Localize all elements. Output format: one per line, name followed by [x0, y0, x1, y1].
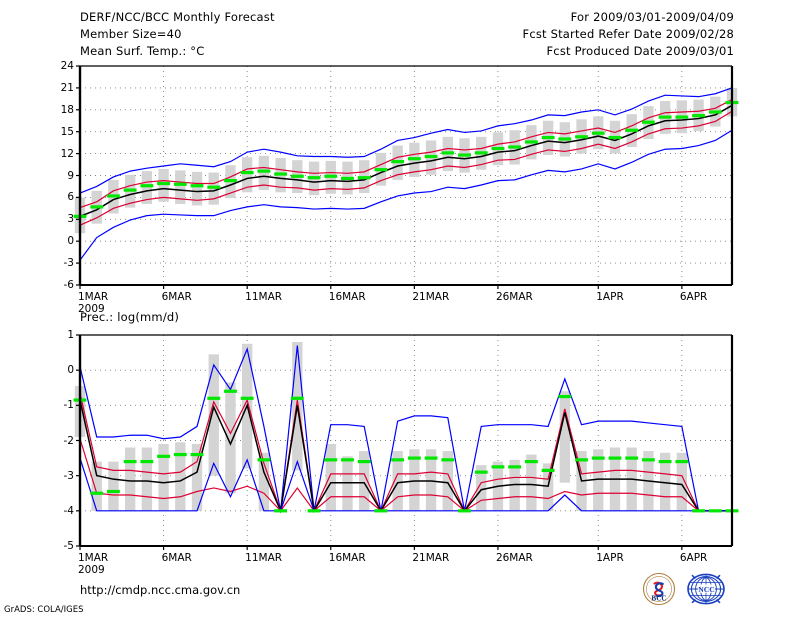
- y-tick-label: 21: [60, 81, 74, 94]
- forecast-produced-date-label: Fcst Produced Date 2009/03/01: [546, 44, 734, 58]
- series-lower-outer-bound: [79, 129, 733, 261]
- spread-bar: [258, 155, 270, 191]
- series-lower-inner-bound: [79, 110, 733, 226]
- spread-bar: [141, 171, 153, 204]
- spread-bar: [509, 459, 520, 511]
- x-tick-label: 26MAR: [495, 291, 533, 303]
- x-tick-label: 1APR: [596, 291, 624, 303]
- series-observed-median: [73, 100, 739, 218]
- y-tick-label: 24: [60, 60, 74, 72]
- spread-bar: [175, 442, 186, 511]
- x-tick-label: 11MAR: [245, 291, 283, 303]
- series-lower-outer-bound: [79, 457, 732, 512]
- y-tick-label: 18: [60, 103, 74, 116]
- spread-bar: [542, 463, 554, 511]
- y-tick-label: -1: [63, 399, 74, 412]
- spread-bar: [676, 452, 688, 511]
- ncc-logo: NCC: [687, 573, 725, 605]
- chart-title: DERF/NCC/BCC Monthly Forecast: [80, 10, 275, 24]
- grads-credit: GrADS: COLA/IGES: [4, 605, 84, 615]
- y-tick-label: 9: [67, 169, 74, 182]
- series-upper-outer-bound: [79, 345, 732, 512]
- spread-bar: [191, 171, 203, 206]
- spread-bar: [108, 461, 119, 511]
- bcc-logo: BCC: [642, 572, 676, 606]
- x-tick-label: 21MAR: [412, 552, 450, 564]
- forecast-start-date-label: Fcst Started Refer Date 2009/02/28: [522, 27, 734, 41]
- spread-bar: [141, 447, 153, 511]
- y-tick-label: 3: [67, 213, 74, 226]
- x-tick-label: 6APR: [679, 552, 708, 564]
- x-tick-label: 6APR: [679, 291, 708, 303]
- spread-bar: [342, 456, 353, 511]
- mean-surface-temperature-panel: [73, 65, 739, 289]
- y-tick-label: -6: [63, 279, 74, 291]
- spread-bar: [191, 444, 203, 511]
- series-upper-outer-bound: [79, 87, 733, 194]
- y-tick-label: -2: [63, 434, 74, 447]
- y-tick-label: 0: [67, 235, 74, 248]
- spread-bar: [158, 168, 169, 202]
- x-tick-label: 6MAR: [161, 291, 192, 303]
- x-tick-label: 6MAR: [161, 552, 192, 564]
- website-url[interactable]: http://cmdp.ncc.cma.gov.cn: [80, 583, 241, 597]
- series-observed-median: [73, 389, 739, 513]
- precipitation-unit-label: Prec.: log(mm/d): [80, 310, 180, 324]
- member-size-label: Member Size=40: [80, 27, 182, 41]
- spread-bar: [526, 454, 537, 511]
- x-tick-label: 1MAR: [78, 291, 109, 303]
- x-tick-label: 21MAR: [412, 291, 450, 303]
- spread-bar: [476, 465, 487, 511]
- y-tick-label: 1: [67, 329, 74, 341]
- spread-bar: [175, 170, 186, 204]
- y-tick-label: 6: [67, 191, 74, 204]
- spread-bar: [241, 157, 253, 193]
- x-tick-label: 16MAR: [328, 552, 366, 564]
- spread-bar: [208, 354, 219, 476]
- y-tick-label: 15: [60, 125, 74, 138]
- spread-bar: [409, 449, 420, 511]
- y-tick-label: -3: [63, 257, 74, 270]
- spread-bar: [91, 461, 102, 511]
- x-tick-label: 16MAR: [328, 291, 366, 303]
- x-tick-label: 26MAR: [495, 552, 533, 564]
- spread-bar: [559, 391, 571, 483]
- x-tick-label: 11MAR: [245, 552, 283, 564]
- y-tick-label: 12: [60, 147, 74, 160]
- spread-bar: [124, 447, 136, 511]
- spread-bar: [425, 449, 437, 511]
- y-tick-label: 0: [67, 364, 74, 377]
- spread-bar: [258, 452, 270, 511]
- y-tick-label: -5: [63, 540, 74, 552]
- precipitation-log-panel: [73, 334, 739, 550]
- spread-bar: [593, 449, 604, 511]
- spread-bar: [325, 444, 336, 511]
- x-tick-label: 1MAR: [78, 552, 109, 564]
- forecast-period-label: For 2009/03/01-2009/04/09: [570, 10, 734, 24]
- series-upper-inner-bound: [79, 392, 732, 513]
- series-ensemble-mean: [79, 399, 732, 514]
- series-ensemble-mean: [79, 104, 733, 218]
- x-tick-label: 1APR: [596, 552, 624, 564]
- series-upper-inner-bound: [79, 99, 733, 209]
- spread-bar: [392, 451, 403, 511]
- x-axis-year-label: 2009: [78, 303, 105, 315]
- svg-text:NCC: NCC: [698, 585, 714, 594]
- spread-bar: [442, 451, 453, 511]
- x-axis-year-label: 2009: [78, 564, 105, 576]
- svg-text:BCC: BCC: [651, 594, 666, 602]
- spread-bar: [659, 452, 671, 511]
- spread-bar: [359, 451, 370, 511]
- temperature-unit-label: Mean Surf. Temp.: °C: [80, 44, 205, 58]
- spread-bar: [158, 444, 169, 511]
- spread-bar: [225, 382, 236, 494]
- series-lower-inner-bound: [79, 438, 732, 512]
- y-tick-label: -3: [63, 469, 74, 482]
- y-tick-label: -4: [63, 504, 74, 517]
